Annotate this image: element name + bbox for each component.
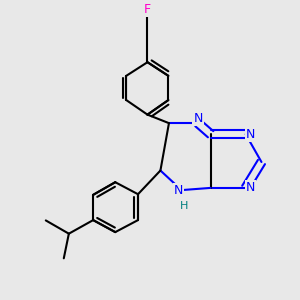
Text: N: N xyxy=(246,128,255,141)
Text: F: F xyxy=(144,3,151,16)
Text: H: H xyxy=(180,201,188,211)
Text: N: N xyxy=(174,184,183,196)
Text: N: N xyxy=(246,182,255,194)
Text: N: N xyxy=(193,112,203,125)
